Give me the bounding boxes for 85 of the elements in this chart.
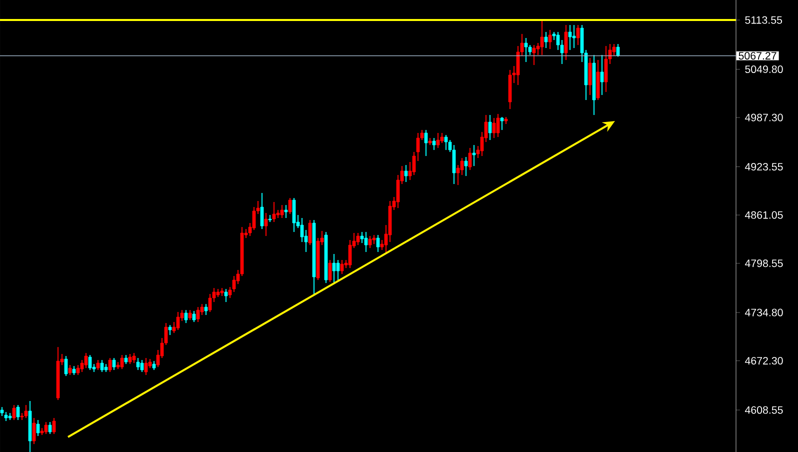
candlestick [36, 420, 40, 436]
y-tick-label: 4734.80 [744, 308, 783, 316]
candlestick [436, 132, 440, 148]
candlestick [548, 29, 552, 50]
candlestick [472, 144, 476, 167]
candlestick [468, 147, 472, 170]
candlestick [88, 354, 92, 370]
candlestick [280, 204, 284, 218]
candlestick [488, 114, 492, 140]
candlestick [264, 212, 268, 236]
candlestick [64, 355, 68, 376]
candlestick [332, 253, 336, 284]
y-tick-label: 4861.05 [744, 211, 783, 219]
y-tick-label: 4608.55 [744, 406, 783, 414]
candlestick [544, 31, 548, 49]
candlestick [568, 24, 572, 50]
y-tick-label: 5113.55 [745, 16, 782, 24]
candlestick [120, 354, 124, 370]
candlestick [272, 202, 276, 223]
y-tick-label: 4798.55 [744, 260, 783, 268]
candlestick [52, 418, 56, 434]
candlestick [136, 358, 140, 370]
candlestick [4, 411, 8, 422]
candlestick [188, 310, 192, 321]
candlestick [364, 231, 368, 252]
candlestick [616, 44, 620, 58]
candlestick [16, 404, 20, 421]
candlestick [32, 418, 36, 445]
candlestick [600, 54, 604, 96]
candlestick [564, 24, 568, 60]
candlestick [532, 44, 536, 66]
candlestick [112, 358, 116, 370]
candlestick [440, 132, 444, 144]
candlestick [604, 46, 608, 92]
candlestick [432, 137, 436, 150]
candlestick [492, 117, 496, 138]
candlestick [424, 129, 428, 156]
candlestick [260, 192, 264, 230]
y-tick-label: 5049.80 [745, 65, 783, 74]
candlestick [336, 260, 340, 281]
candlestick [24, 404, 28, 419]
candlestick [140, 360, 144, 372]
candlestick [204, 304, 208, 316]
candlestick [464, 156, 468, 176]
candlestick [168, 324, 172, 336]
candlestick [524, 37, 528, 62]
candlestick [444, 134, 448, 150]
candlestick [84, 352, 88, 369]
candlestick [196, 306, 200, 323]
y-tick-label: 4987.30 [744, 114, 783, 122]
candlestick [68, 364, 72, 376]
candlestick [44, 422, 48, 434]
candlestick [144, 358, 148, 376]
candlestick [308, 220, 312, 246]
y-tick-label: 4923.55 [744, 162, 783, 171]
candlestick [540, 19, 544, 56]
candlestick [372, 234, 376, 245]
candlestick [184, 310, 188, 324]
candlestick [368, 235, 372, 249]
candlestick [48, 422, 52, 434]
candlestick [192, 310, 196, 323]
candlestick [328, 260, 332, 283]
candlestick [356, 232, 360, 246]
candlestick [288, 197, 292, 214]
candlestick [292, 197, 296, 232]
y-tick-label: 4672.30 [744, 357, 783, 365]
candlestick [496, 113, 500, 138]
candlestick [128, 353, 132, 365]
candlestick [96, 360, 100, 370]
candlestick [124, 354, 128, 365]
candlestick [176, 311, 180, 330]
candlestick [132, 352, 136, 364]
candlestick [572, 24, 576, 49]
candlestick [12, 404, 16, 421]
candlestick [376, 234, 380, 252]
candlestick [340, 260, 344, 274]
candlestick [576, 24, 580, 46]
candlestick [404, 164, 408, 183]
candlestick [224, 288, 228, 303]
candlestick [588, 57, 592, 96]
ref-line-label: 5067.27 [738, 52, 776, 60]
candlestick [500, 116, 504, 130]
candlestick [108, 358, 112, 372]
candlestick [100, 360, 104, 372]
candlestick [284, 204, 288, 218]
